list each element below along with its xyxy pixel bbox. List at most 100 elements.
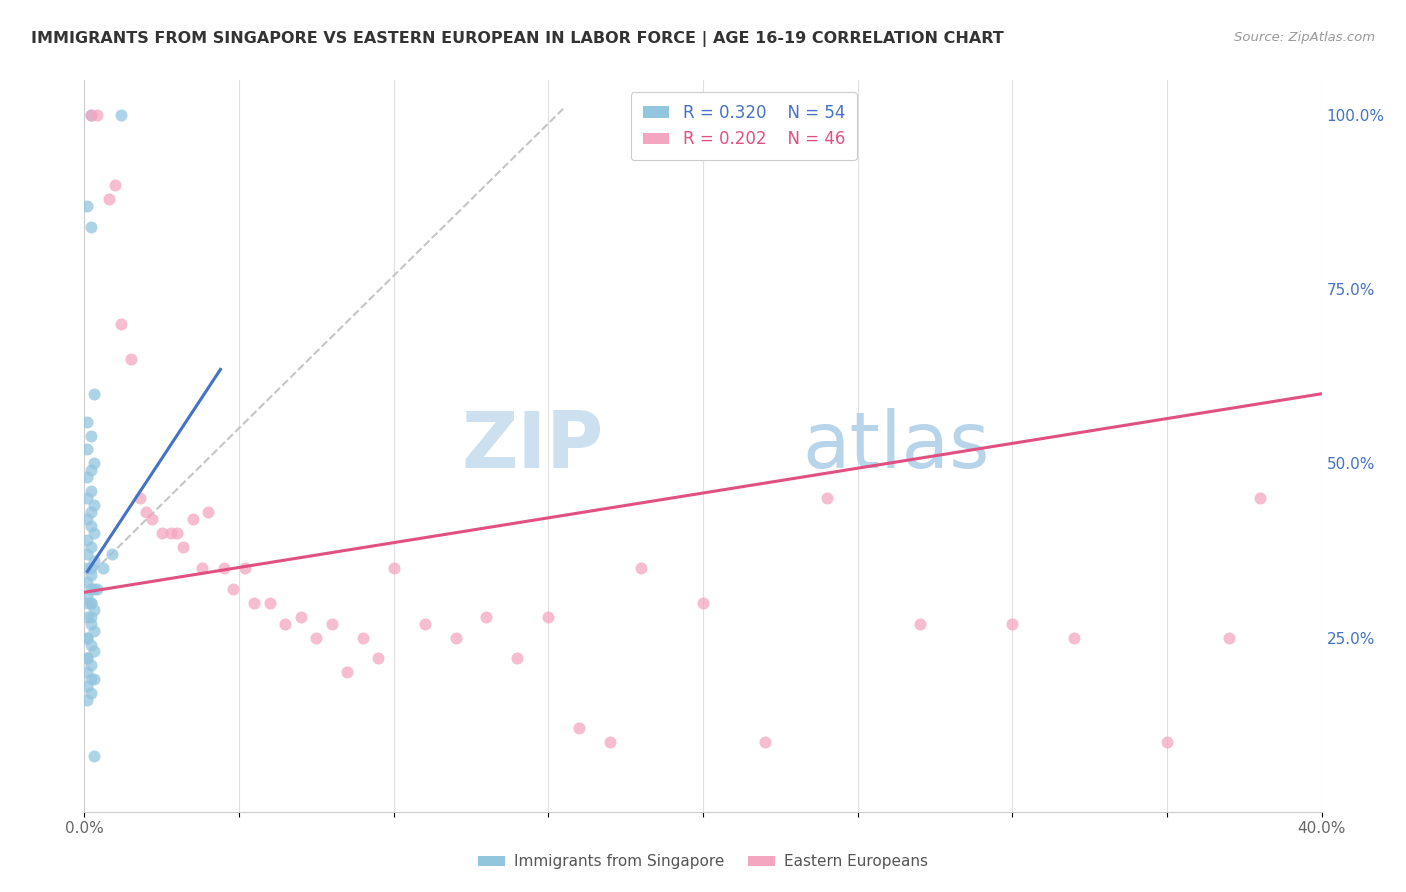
Point: [76, 574, 98, 589]
Point: [79, 540, 101, 554]
Point: [1001, 616, 1024, 631]
Point: [79, 428, 101, 442]
Point: [475, 609, 498, 624]
Point: [83, 644, 105, 658]
Text: ZIP: ZIP: [461, 408, 605, 484]
Point: [79, 609, 101, 624]
Text: Source: ZipAtlas.com: Source: ZipAtlas.com: [1234, 31, 1375, 45]
Point: [382, 561, 405, 575]
Point: [79, 596, 101, 610]
Point: [76, 665, 98, 680]
Point: [135, 505, 157, 519]
Point: [815, 491, 838, 506]
Point: [104, 178, 127, 192]
Legend: Immigrants from Singapore, Eastern Europeans: Immigrants from Singapore, Eastern Europ…: [471, 848, 935, 875]
Point: [191, 561, 214, 575]
Point: [83, 749, 105, 764]
Point: [537, 609, 560, 624]
Point: [83, 386, 105, 401]
Point: [79, 463, 101, 477]
Point: [83, 554, 105, 568]
Point: [243, 596, 266, 610]
Point: [91, 561, 114, 575]
Point: [754, 735, 776, 749]
Point: [79, 582, 101, 596]
Point: [76, 442, 98, 457]
Point: [79, 108, 101, 122]
Point: [76, 561, 98, 575]
Point: [76, 651, 98, 665]
Point: [506, 651, 529, 665]
Point: [181, 512, 204, 526]
Point: [1063, 631, 1085, 645]
Point: [1249, 491, 1271, 506]
Point: [79, 596, 101, 610]
Point: [76, 609, 98, 624]
Point: [444, 631, 467, 645]
Point: [76, 679, 98, 693]
Point: [76, 533, 98, 547]
Point: [259, 596, 281, 610]
Point: [160, 526, 183, 541]
Point: [305, 631, 328, 645]
Point: [110, 317, 132, 331]
Point: [86, 108, 108, 122]
Point: [79, 519, 101, 533]
Point: [79, 108, 101, 122]
Point: [129, 491, 152, 506]
Point: [79, 561, 101, 575]
Point: [630, 561, 652, 575]
Point: [83, 624, 105, 638]
Point: [321, 616, 343, 631]
Point: [83, 498, 105, 512]
Point: [79, 505, 101, 519]
Point: [83, 582, 105, 596]
Point: [101, 547, 124, 561]
Point: [76, 589, 98, 603]
Point: [79, 616, 101, 631]
Point: [76, 693, 98, 707]
Point: [79, 484, 101, 499]
Point: [83, 457, 105, 471]
Point: [599, 735, 621, 749]
Point: [79, 673, 101, 687]
Point: [336, 665, 359, 680]
Point: [120, 351, 142, 366]
Point: [76, 631, 98, 645]
Point: [79, 219, 101, 234]
Text: atlas: atlas: [801, 408, 990, 484]
Point: [76, 199, 98, 213]
Point: [222, 582, 245, 596]
Point: [233, 561, 256, 575]
Point: [76, 596, 98, 610]
Point: [76, 512, 98, 526]
Point: [83, 603, 105, 617]
Point: [98, 192, 121, 206]
Point: [568, 721, 591, 735]
Point: [79, 638, 101, 652]
Point: [76, 415, 98, 429]
Point: [76, 631, 98, 645]
Point: [150, 526, 173, 541]
Point: [76, 491, 98, 506]
Point: [76, 470, 98, 484]
Point: [692, 596, 714, 610]
Legend: R = 0.320    N = 54, R = 0.202    N = 46: R = 0.320 N = 54, R = 0.202 N = 46: [631, 92, 856, 160]
Point: [141, 512, 163, 526]
Point: [367, 651, 389, 665]
Point: [76, 547, 98, 561]
Point: [172, 540, 194, 554]
Point: [79, 658, 101, 673]
Point: [197, 505, 219, 519]
Point: [76, 651, 98, 665]
Point: [290, 609, 312, 624]
Point: [352, 631, 374, 645]
Point: [86, 582, 108, 596]
Point: [908, 616, 931, 631]
Text: IMMIGRANTS FROM SINGAPORE VS EASTERN EUROPEAN IN LABOR FORCE | AGE 16-19 CORRELA: IMMIGRANTS FROM SINGAPORE VS EASTERN EUR…: [31, 31, 1004, 47]
Point: [79, 567, 101, 582]
Point: [1218, 631, 1240, 645]
Point: [166, 526, 188, 541]
Point: [83, 526, 105, 541]
Point: [413, 616, 436, 631]
